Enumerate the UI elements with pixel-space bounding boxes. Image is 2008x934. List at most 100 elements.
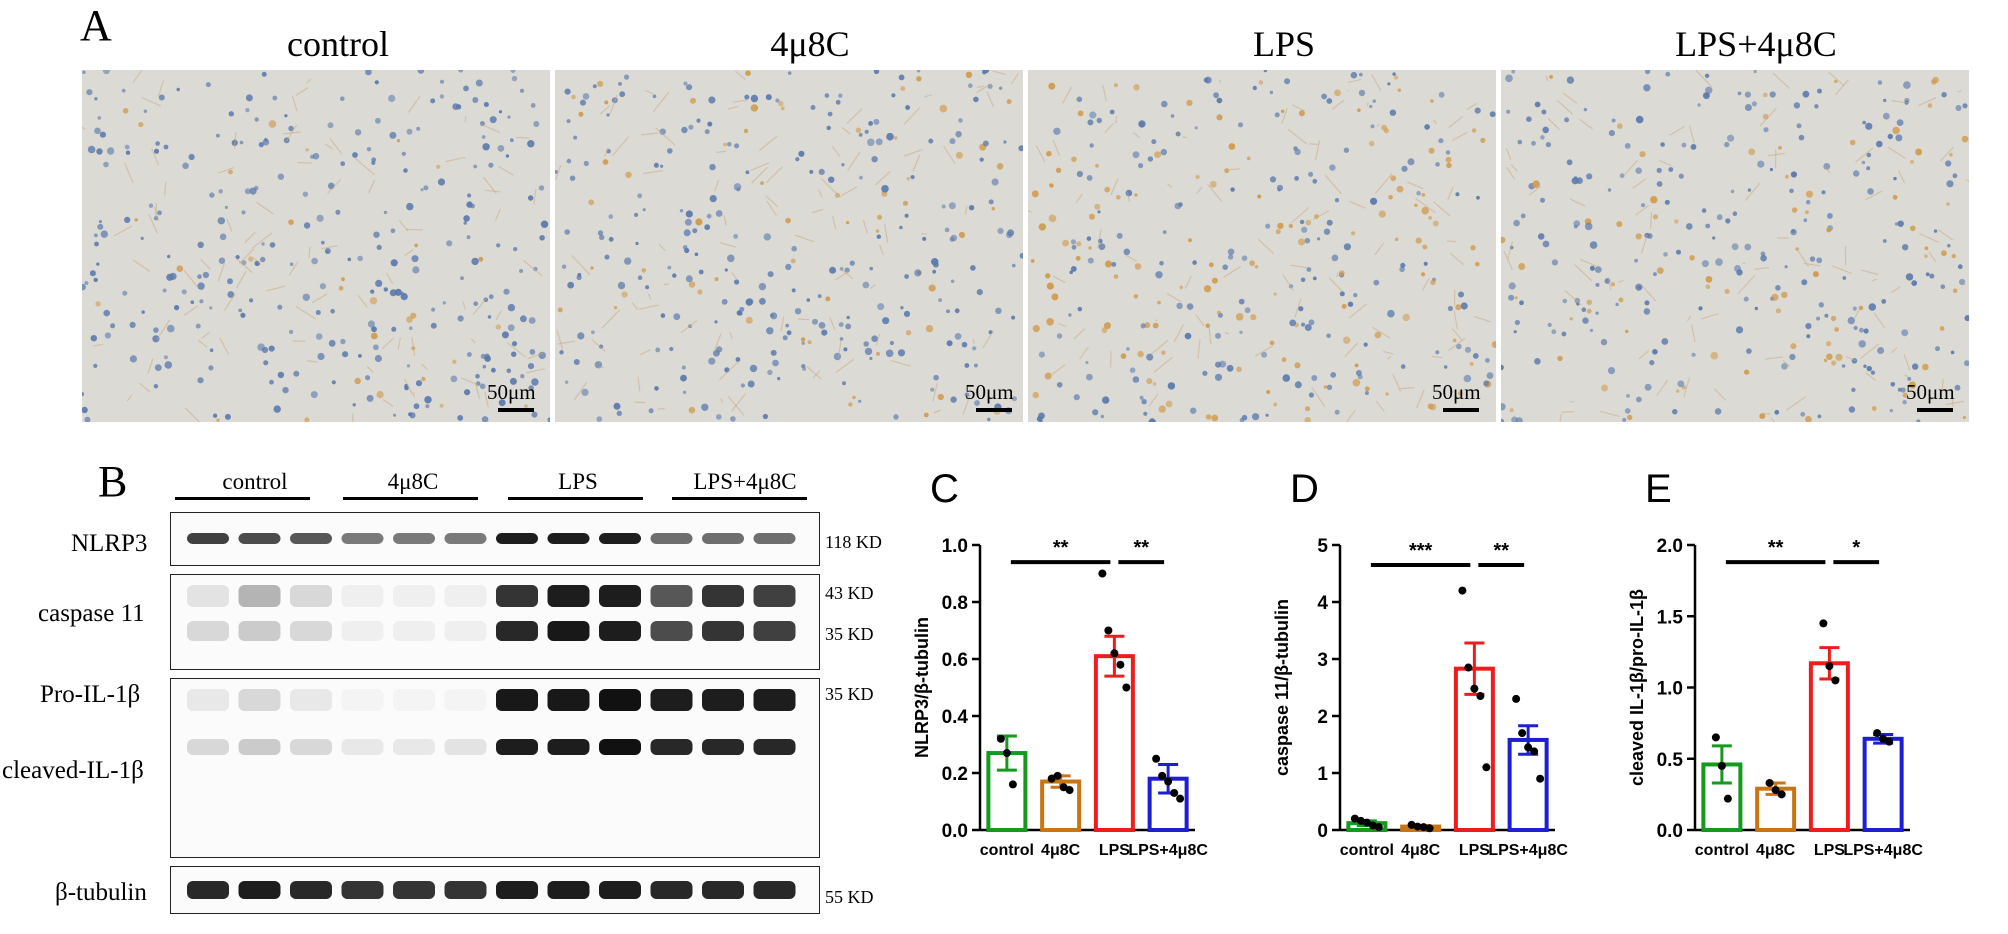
data-point [1873,729,1882,738]
alveolar-wall [571,255,591,276]
alveolar-wall [680,319,698,334]
alveolar-wall [484,189,501,193]
cell-nucleus [463,215,470,222]
caspase11-43kd-band [341,585,384,607]
cell-nucleus [1763,127,1769,133]
cell-nucleus [94,97,98,101]
cell-nucleus [1952,288,1958,294]
cell-nucleus [706,213,712,219]
cell-nucleus [1238,298,1245,305]
cell-nucleus [623,74,630,80]
alveolar-wall [869,284,876,290]
alveolar-wall [890,359,911,367]
cell-nucleus [1800,411,1806,417]
alveolar-wall [604,147,609,157]
cell-nucleus [685,275,693,283]
alveolar-wall [1786,395,1807,411]
alveolar-wall [201,331,210,339]
cell-nucleus [531,411,538,418]
cell-nucleus [1352,378,1361,387]
cell-nucleus [503,288,510,295]
cell-nucleus [82,70,86,74]
cleaved-il1b-band [547,739,590,755]
alveolar-wall [1897,169,1906,184]
alveolar-wall [265,285,286,292]
cell-nucleus [1790,228,1797,236]
cell-nucleus [1818,302,1824,308]
alveolar-wall [291,95,298,112]
alveolar-wall [1383,350,1394,355]
alveolar-wall [932,382,938,402]
alveolar-wall [183,269,199,289]
cell-nucleus [263,360,269,366]
alveolar-wall [1937,229,1954,241]
cell-nucleus [767,369,773,376]
cell-nucleus [1329,164,1336,171]
cell-nucleus [342,351,349,358]
cell-nucleus [102,70,110,75]
alveolar-wall [1688,125,1695,144]
alveolar-wall [758,135,778,152]
cell-nucleus [1089,143,1094,148]
alveolar-wall [903,107,921,125]
cell-nucleus [417,70,425,74]
cell-nucleus [826,125,831,131]
cell-nucleus [305,148,309,152]
cell-nucleus [94,241,99,247]
caspase11-35kd-band [187,621,229,641]
cell-nucleus [197,241,204,248]
alveolar-wall [750,162,770,171]
nlrp3-band [393,533,435,544]
cell-nucleus [430,322,437,329]
cell-nucleus [1217,310,1221,315]
cell-nucleus [1532,180,1540,188]
cell-nucleus [1018,145,1023,152]
cell-nucleus [1294,362,1301,369]
cell-nucleus [104,332,111,339]
cell-nucleus [1370,124,1375,129]
cell-nucleus [1031,190,1039,198]
cell-nucleus [1134,263,1142,270]
cell-nucleus [249,187,257,195]
cell-nucleus [763,233,771,241]
alveolar-wall [1505,147,1512,160]
cell-nucleus [1167,382,1176,390]
cell-nucleus [864,129,869,134]
cell-nucleus [1354,363,1359,368]
y-tick-label: 5 [1317,536,1328,557]
cell-nucleus [138,121,144,128]
cell-nucleus [288,219,294,225]
cell-nucleus [688,124,694,130]
cell-nucleus [1463,374,1472,383]
alveolar-wall [1452,131,1468,142]
cell-nucleus [1791,207,1798,213]
cell-nucleus [767,271,774,278]
alveolar-wall [404,249,414,257]
alveolar-wall [1865,372,1876,381]
cell-nucleus [1744,104,1752,111]
cell-nucleus [430,98,436,104]
cell-nucleus [1257,194,1262,199]
cell-nucleus [688,281,696,288]
cell-nucleus [1109,109,1115,115]
cell-nucleus [1902,400,1907,405]
cell-nucleus [1138,121,1145,128]
alveolar-wall [1835,79,1849,95]
alveolar-wall [354,157,376,176]
alveolar-wall [155,203,157,219]
cell-nucleus [1790,171,1797,178]
cell-nucleus [463,85,469,92]
bar [1808,661,1850,832]
cell-nucleus [1545,142,1551,148]
alveolar-wall [573,382,587,401]
significance-label: ** [1768,537,1784,559]
y-tick-label: 0.0 [1657,821,1683,842]
cell-nucleus [315,310,321,315]
cell-nucleus [1011,396,1017,402]
blot-group-lps-4u8c: LPS+4μ8C [693,469,797,494]
cell-nucleus [1048,214,1057,223]
y-tick-label: 1.5 [1657,607,1684,628]
cell-nucleus [685,210,693,218]
cell-nucleus [388,94,396,102]
cell-nucleus [510,70,516,73]
